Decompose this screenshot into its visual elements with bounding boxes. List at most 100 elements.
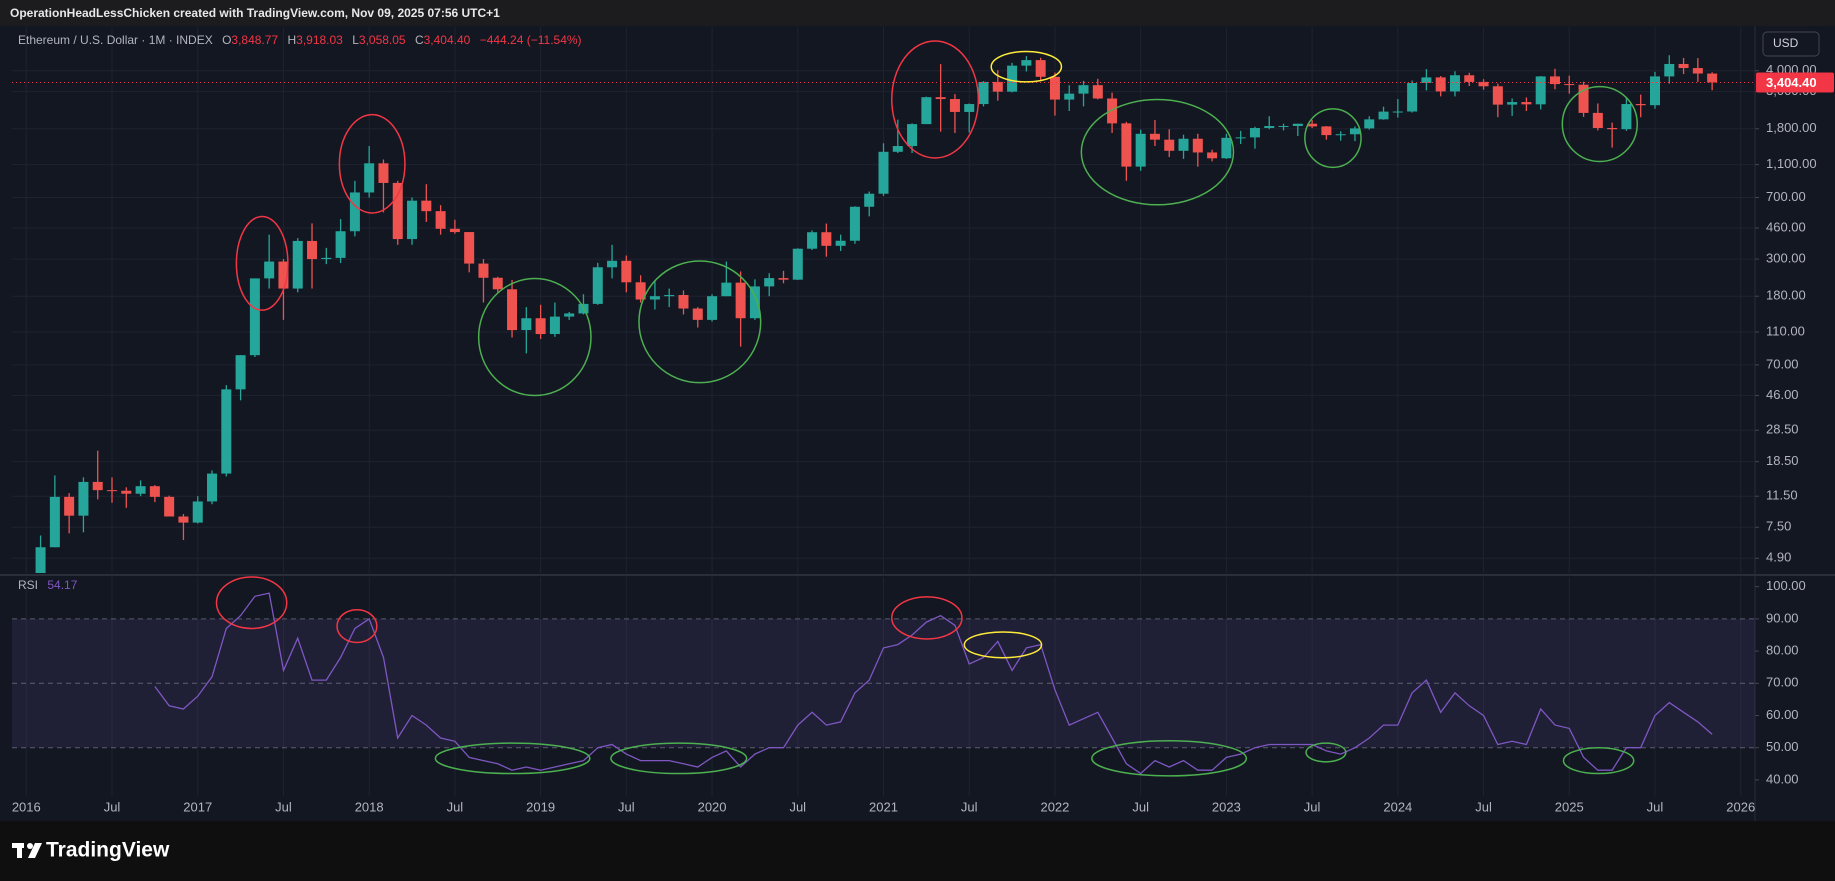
annotation-circle xyxy=(338,113,406,214)
candle-body xyxy=(78,481,89,516)
candle-body xyxy=(307,240,318,260)
x-tick-label: Jul xyxy=(1304,799,1321,814)
candle-body xyxy=(1278,126,1289,128)
brand-name: TradingView xyxy=(46,839,170,862)
candle-body xyxy=(121,490,132,494)
candle-body xyxy=(1564,84,1575,86)
y-tick-label: 1,100.00 xyxy=(1766,156,1817,171)
candle-body xyxy=(1692,68,1703,74)
annotation-circle xyxy=(1091,740,1248,777)
candle-body xyxy=(1349,128,1360,135)
annotation-circle xyxy=(963,631,1043,659)
last-price-box xyxy=(1756,72,1834,93)
rsi-name: RSI xyxy=(18,578,38,592)
candle-body xyxy=(1207,152,1218,159)
candle-body xyxy=(721,282,732,297)
y-tick-label: 40.00 xyxy=(1766,771,1799,786)
candle-body xyxy=(1578,84,1589,113)
candle-body xyxy=(664,295,675,297)
annotation-circle xyxy=(891,596,963,640)
candle-body xyxy=(49,496,60,548)
candle-body xyxy=(1035,60,1046,77)
candle-body xyxy=(207,473,218,502)
candle-body xyxy=(692,308,703,320)
x-tick-label: 2019 xyxy=(526,799,555,814)
candle-body xyxy=(778,278,789,280)
candle-body xyxy=(1707,73,1718,83)
y-tick-label: 70.00 xyxy=(1766,675,1799,690)
candle-body xyxy=(449,228,460,233)
candle-body xyxy=(321,257,332,260)
candle-body xyxy=(1335,134,1346,136)
candle-body xyxy=(607,260,618,268)
annotation-circle xyxy=(1304,108,1362,169)
y-tick-label: 28.50 xyxy=(1766,422,1799,437)
candle-body xyxy=(1421,77,1432,83)
candle-body xyxy=(835,240,846,246)
candle-body xyxy=(92,481,103,491)
candle-body xyxy=(1592,112,1603,128)
candle-body xyxy=(178,516,189,523)
x-tick-label: 2025 xyxy=(1555,799,1584,814)
candle-body xyxy=(1321,126,1332,136)
annotation-circle xyxy=(1080,98,1235,206)
candle-body xyxy=(1107,98,1118,124)
candle-body xyxy=(992,81,1003,92)
candle-body xyxy=(1621,104,1632,130)
candle-body xyxy=(1378,111,1389,120)
annotation-circle xyxy=(215,576,288,630)
candle-body xyxy=(849,206,860,241)
candle-body xyxy=(678,295,689,309)
candle-body xyxy=(135,486,146,494)
candle-body xyxy=(1492,86,1503,105)
x-tick-label: 2024 xyxy=(1383,799,1412,814)
candle-body xyxy=(249,278,260,356)
candle-body xyxy=(292,240,303,289)
candle-body xyxy=(1478,81,1489,87)
candle-body xyxy=(264,261,275,279)
y-tick-label: 80.00 xyxy=(1766,643,1799,658)
candle-body xyxy=(478,263,489,278)
x-tick-label: 2020 xyxy=(698,799,727,814)
candle-body xyxy=(1307,123,1318,127)
candle-body xyxy=(221,389,232,474)
candle-body xyxy=(235,355,246,390)
candle-body xyxy=(164,496,175,517)
x-tick-label: 2016 xyxy=(12,799,41,814)
annotation-circle xyxy=(610,742,748,775)
ohlc-key: C xyxy=(415,33,424,47)
y-tick-label: 7.50 xyxy=(1766,519,1791,534)
y-tick-label: 70.00 xyxy=(1766,356,1799,371)
annotation-circle xyxy=(1562,747,1635,775)
chart-area xyxy=(0,26,1835,821)
candle-body xyxy=(707,296,718,320)
logo-part xyxy=(27,843,33,849)
candle-body xyxy=(1164,139,1175,151)
candle-body xyxy=(1249,127,1260,138)
currency-label[interactable]: USD xyxy=(1773,36,1799,50)
y-tick-label: 60.00 xyxy=(1766,707,1799,722)
x-tick-label: Jul xyxy=(1647,799,1664,814)
candle-body xyxy=(149,486,160,497)
candle-body xyxy=(649,296,660,300)
candle-body xyxy=(1007,65,1018,92)
candle-body xyxy=(1049,76,1060,100)
candle-body xyxy=(278,261,289,289)
candle-body xyxy=(735,282,746,319)
candle-body xyxy=(1064,93,1075,100)
candle-body xyxy=(1235,137,1246,139)
candle-body xyxy=(1178,138,1189,151)
y-tick-label: 100.00 xyxy=(1766,578,1806,593)
candle-body xyxy=(921,97,932,125)
candle-body xyxy=(1078,85,1089,94)
x-tick-label: Jul xyxy=(275,799,292,814)
candle-body xyxy=(392,182,403,240)
x-tick-label: Jul xyxy=(1132,799,1149,814)
annotation-circle xyxy=(434,742,591,775)
currency-button[interactable] xyxy=(1762,31,1820,57)
ohlc-value: 3,404.40 xyxy=(424,33,471,47)
rsi-value: 54.17 xyxy=(47,578,77,592)
candle-body xyxy=(635,282,646,300)
candle-body xyxy=(621,260,632,283)
